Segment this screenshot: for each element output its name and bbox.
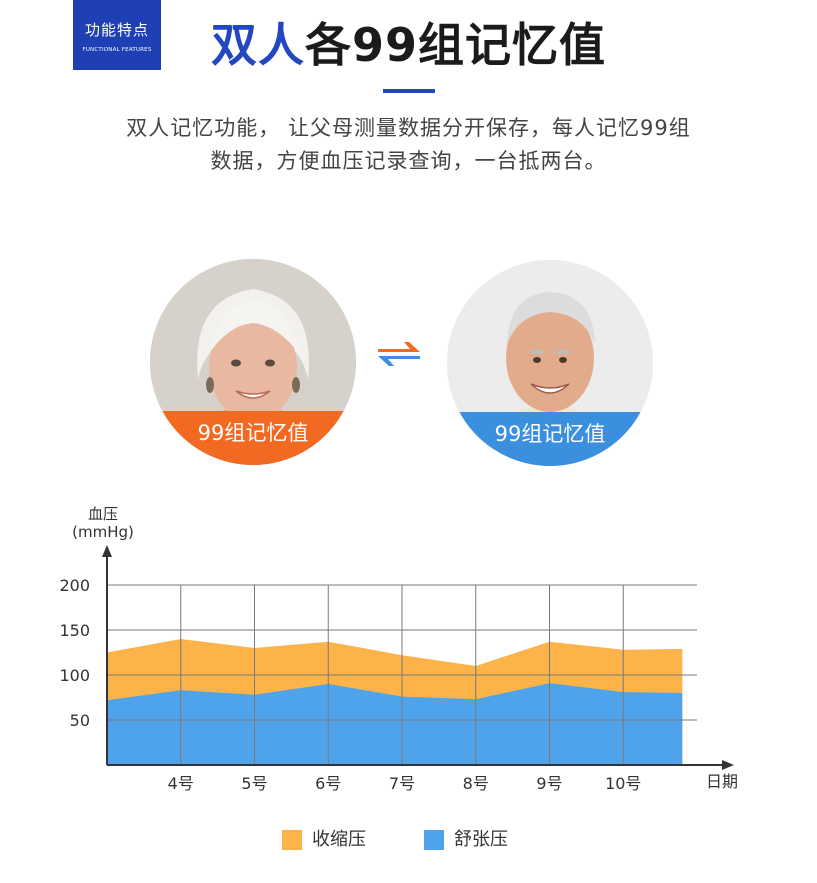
badge-title: 功能特点 — [84, 21, 149, 39]
x-tick-label: 6号 — [315, 774, 341, 793]
y-axis-label-line-2: (mmHg) — [72, 523, 134, 541]
x-tick-label: 10号 — [605, 774, 641, 793]
feature-badge: 功能特点 FUNCTIONAL FEATURES — [73, 0, 161, 70]
legend-label-diastolic: 舒张压 — [454, 829, 508, 850]
y-tick-label: 100 — [59, 666, 90, 685]
x-axis-arrow — [722, 760, 734, 770]
description-line-1: 双人记忆功能， 让父母测量数据分开保存，每人记忆99组 — [126, 116, 691, 140]
title-rest: 各99组记忆值 — [304, 18, 606, 72]
chart-axes — [102, 545, 734, 770]
x-tick-label: 5号 — [241, 774, 267, 793]
page-title: 双人各99组记忆值 — [0, 14, 817, 76]
blood-pressure-chart: 血压 (mmHg) 日期 50 100 150 200 4号 5号 6号 7号 8号 9号 10号 — [59, 505, 738, 793]
y-axis-label-line-1: 血压 — [88, 505, 118, 523]
swap-arrows-icon — [378, 342, 420, 366]
chart-areas — [107, 639, 683, 765]
user-1-memory-label: 99组记忆值 — [150, 411, 356, 465]
x-tick-label: 7号 — [389, 774, 415, 793]
chart-tick-labels: 50 100 150 200 4号 5号 6号 7号 8号 9号 10号 — [59, 576, 641, 793]
description-line-2: 数据，方便血压记录查询，一台抵两台。 — [210, 149, 607, 173]
legend-swatch-diastolic — [424, 830, 444, 850]
x-tick-label: 9号 — [536, 774, 562, 793]
title-highlight: 双人 — [210, 18, 305, 72]
area-series-2 — [107, 683, 683, 765]
badge-subtitle: FUNCTIONAL FEATURES — [82, 47, 152, 53]
title-underline — [383, 89, 435, 93]
user-2-avatar: 99组记忆值 — [447, 260, 653, 466]
y-axis-arrow — [102, 545, 112, 557]
user-1-avatar: 99组记忆值 — [150, 259, 356, 465]
legend-swatch-systolic — [282, 830, 302, 850]
y-tick-label: 50 — [70, 711, 90, 730]
y-tick-label: 150 — [59, 621, 90, 640]
legend-label-systolic: 收缩压 — [312, 829, 366, 850]
x-tick-label: 4号 — [168, 774, 194, 793]
y-tick-label: 200 — [59, 576, 90, 595]
chart-grid — [107, 584, 697, 765]
user-2-memory-label: 99组记忆值 — [447, 412, 653, 466]
x-axis-label: 日期 — [706, 772, 738, 791]
x-tick-label: 8号 — [463, 774, 489, 793]
